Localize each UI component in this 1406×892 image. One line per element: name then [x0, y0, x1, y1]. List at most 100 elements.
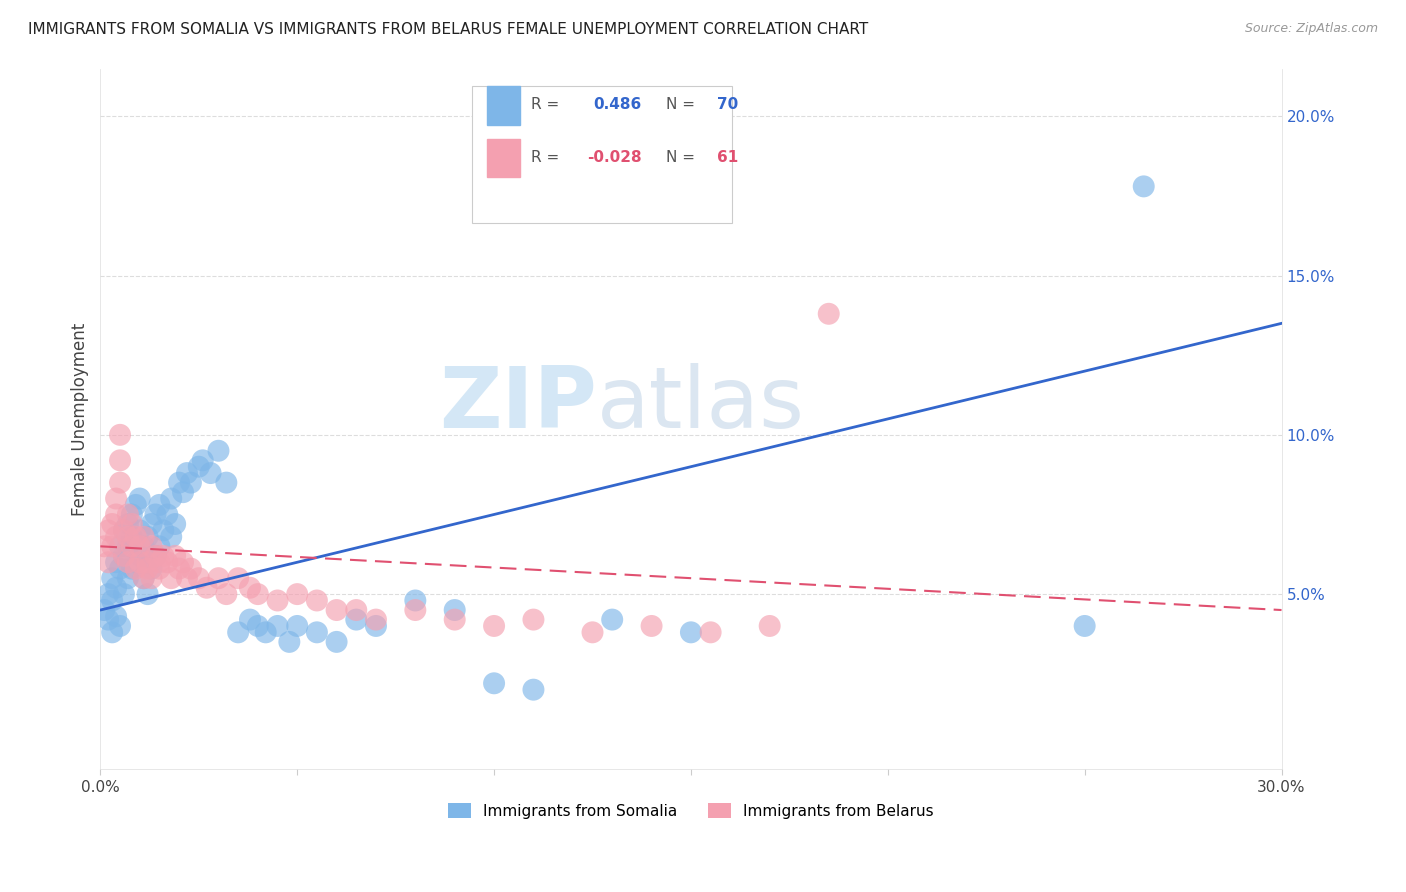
- Immigrants from Somalia: [160, 491, 183, 506]
- Immigrants from Somalia: [226, 625, 249, 640]
- Immigrants from Somalia: [187, 459, 209, 474]
- Immigrants from Belarus: [128, 555, 150, 569]
- Immigrants from Belarus: [285, 587, 308, 601]
- Immigrants from Somalia: [404, 593, 426, 607]
- Immigrants from Somalia: [105, 555, 128, 569]
- Immigrants from Somalia: [132, 539, 155, 553]
- Immigrants from Belarus: [325, 603, 347, 617]
- Immigrants from Somalia: [266, 619, 288, 633]
- Immigrants from Belarus: [156, 555, 179, 569]
- Immigrants from Belarus: [207, 571, 229, 585]
- Immigrants from Belarus: [105, 508, 128, 522]
- Immigrants from Belarus: [640, 619, 662, 633]
- Immigrants from Somalia: [136, 555, 159, 569]
- Text: 0.486: 0.486: [593, 97, 641, 112]
- Immigrants from Belarus: [97, 524, 120, 538]
- Immigrants from Somalia: [101, 593, 124, 607]
- Immigrants from Belarus: [266, 593, 288, 607]
- Immigrants from Belarus: [141, 539, 163, 553]
- Immigrants from Belarus: [97, 555, 120, 569]
- Immigrants from Somalia: [141, 516, 163, 531]
- Immigrants from Somalia: [117, 571, 139, 585]
- Text: N =: N =: [666, 97, 695, 112]
- Immigrants from Belarus: [187, 571, 209, 585]
- Immigrants from Somalia: [156, 508, 179, 522]
- Immigrants from Somalia: [148, 539, 170, 553]
- Immigrants from Somalia: [112, 587, 135, 601]
- Immigrants from Somalia: [1132, 179, 1154, 194]
- Immigrants from Somalia: [364, 619, 387, 633]
- Immigrants from Somalia: [145, 549, 167, 563]
- Immigrants from Belarus: [125, 530, 148, 544]
- Immigrants from Belarus: [344, 603, 367, 617]
- Immigrants from Somalia: [239, 613, 262, 627]
- Text: 61: 61: [717, 150, 738, 165]
- Text: R =: R =: [531, 150, 560, 165]
- Immigrants from Somalia: [108, 561, 131, 575]
- Immigrants from Somalia: [112, 524, 135, 538]
- Immigrants from Somalia: [176, 466, 198, 480]
- FancyBboxPatch shape: [472, 86, 733, 223]
- Immigrants from Somalia: [125, 555, 148, 569]
- Immigrants from Belarus: [165, 549, 187, 563]
- Bar: [486, 138, 520, 178]
- Immigrants from Belarus: [404, 603, 426, 617]
- Immigrants from Belarus: [93, 539, 115, 553]
- Immigrants from Somalia: [117, 516, 139, 531]
- Immigrants from Somalia: [278, 635, 301, 649]
- Immigrants from Somalia: [121, 561, 143, 575]
- Text: atlas: atlas: [596, 363, 804, 446]
- Text: Source: ZipAtlas.com: Source: ZipAtlas.com: [1244, 22, 1378, 36]
- Immigrants from Somalia: [191, 453, 214, 467]
- Immigrants from Belarus: [132, 530, 155, 544]
- Immigrants from Belarus: [172, 555, 194, 569]
- Immigrants from Belarus: [152, 549, 174, 563]
- Immigrants from Somalia: [101, 571, 124, 585]
- Immigrants from Belarus: [195, 581, 218, 595]
- Immigrants from Somalia: [121, 530, 143, 544]
- Immigrants from Somalia: [443, 603, 465, 617]
- Immigrants from Somalia: [136, 587, 159, 601]
- Immigrants from Somalia: [145, 508, 167, 522]
- Immigrants from Somalia: [132, 571, 155, 585]
- Immigrants from Belarus: [108, 475, 131, 490]
- Immigrants from Somalia: [105, 581, 128, 595]
- Text: 70: 70: [717, 97, 738, 112]
- Immigrants from Belarus: [101, 516, 124, 531]
- Immigrants from Somalia: [128, 524, 150, 538]
- Immigrants from Somalia: [172, 485, 194, 500]
- Bar: [486, 86, 520, 125]
- Immigrants from Belarus: [121, 516, 143, 531]
- Immigrants from Belarus: [108, 453, 131, 467]
- Immigrants from Somalia: [344, 613, 367, 627]
- Immigrants from Belarus: [148, 561, 170, 575]
- Text: IMMIGRANTS FROM SOMALIA VS IMMIGRANTS FROM BELARUS FEMALE UNEMPLOYMENT CORRELATI: IMMIGRANTS FROM SOMALIA VS IMMIGRANTS FR…: [28, 22, 869, 37]
- Immigrants from Belarus: [215, 587, 238, 601]
- Immigrants from Belarus: [128, 539, 150, 553]
- Immigrants from Somalia: [215, 475, 238, 490]
- Immigrants from Somalia: [207, 443, 229, 458]
- Text: ZIP: ZIP: [439, 363, 596, 446]
- Immigrants from Belarus: [226, 571, 249, 585]
- Immigrants from Belarus: [117, 508, 139, 522]
- Immigrants from Somalia: [165, 516, 187, 531]
- Immigrants from Somalia: [600, 613, 623, 627]
- Immigrants from Belarus: [817, 307, 839, 321]
- Legend: Immigrants from Somalia, Immigrants from Belarus: Immigrants from Somalia, Immigrants from…: [441, 797, 939, 825]
- Immigrants from Somalia: [136, 530, 159, 544]
- Immigrants from Belarus: [145, 549, 167, 563]
- Immigrants from Somalia: [108, 539, 131, 553]
- Immigrants from Somalia: [117, 539, 139, 553]
- Immigrants from Belarus: [117, 555, 139, 569]
- Immigrants from Belarus: [101, 539, 124, 553]
- Immigrants from Belarus: [121, 539, 143, 553]
- Immigrants from Belarus: [105, 491, 128, 506]
- Immigrants from Somalia: [200, 466, 222, 480]
- Immigrants from Somalia: [121, 508, 143, 522]
- Immigrants from Belarus: [148, 555, 170, 569]
- Immigrants from Belarus: [522, 613, 544, 627]
- Immigrants from Somalia: [160, 530, 183, 544]
- Immigrants from Somalia: [112, 549, 135, 563]
- Immigrants from Belarus: [112, 549, 135, 563]
- Immigrants from Somalia: [141, 561, 163, 575]
